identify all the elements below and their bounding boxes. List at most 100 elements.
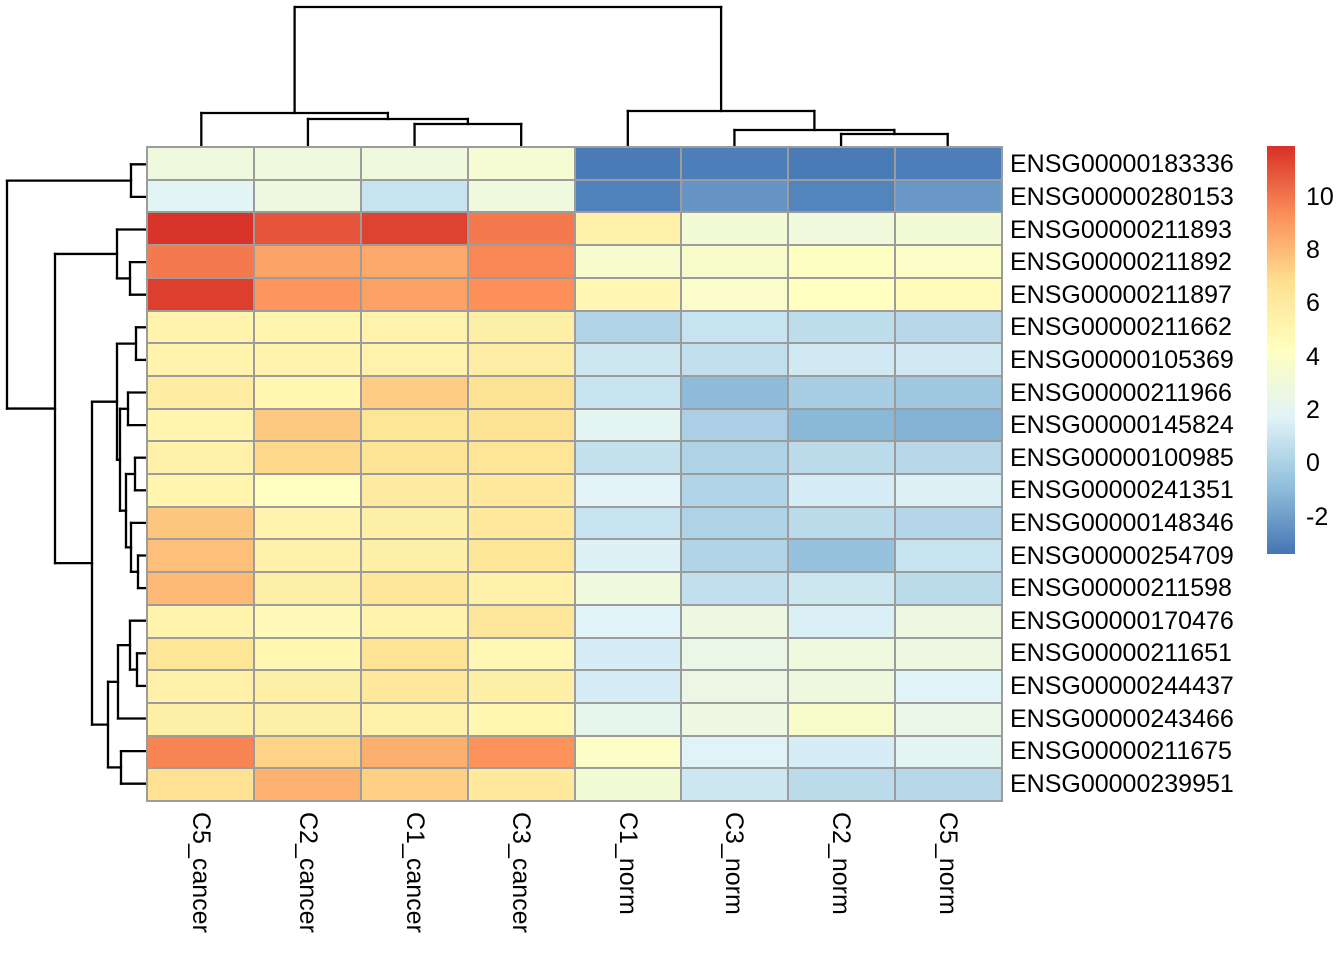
heatmap-cell: [361, 344, 467, 375]
row-label: ENSG00000211966: [1010, 378, 1232, 407]
heatmap-cell: [682, 769, 788, 800]
heatmap-cell: [361, 605, 467, 637]
row-label: ENSG00000211892: [1010, 248, 1232, 277]
heatmap-cell: [148, 246, 253, 277]
heatmap-cell: [682, 703, 788, 735]
heatmap-cell: [575, 507, 681, 539]
row-label: ENSG00000239951: [1010, 769, 1234, 798]
heatmap-cell: [468, 671, 574, 702]
heatmap-cell: [361, 213, 467, 245]
heatmap-cell: [254, 311, 360, 343]
heatmap-cell: [254, 769, 360, 800]
column-dendrogram: [200, 5, 949, 148]
heatmap-cell: [789, 311, 895, 343]
heatmap-cell: [896, 638, 1001, 670]
heatmap-cell: [148, 507, 253, 539]
heatmap-cell: [896, 573, 1001, 604]
heatmap-cell: [361, 638, 467, 670]
legend-tick-label: 10: [1306, 182, 1334, 211]
heatmap-cell: [148, 540, 253, 572]
heatmap-cell: [361, 409, 467, 441]
heatmap-cell: [254, 180, 360, 212]
heatmap-cell: [575, 638, 681, 670]
heatmap-cell: [575, 148, 681, 179]
heatmap-cell: [468, 278, 574, 310]
heatmap-cell: [789, 278, 895, 310]
heatmap-cell: [361, 148, 467, 179]
heatmap-cell: [682, 213, 788, 245]
heatmap-cell: [789, 671, 895, 702]
heatmap-cell: [682, 540, 788, 572]
heatmap-cell: [575, 736, 681, 768]
heatmap-cell: [148, 148, 253, 179]
heatmap-cell: [468, 180, 574, 212]
legend-tick-label: 4: [1306, 342, 1320, 371]
row-label: ENSG00000211897: [1010, 280, 1232, 309]
heatmap-cell: [468, 475, 574, 506]
heatmap-cell: [468, 736, 574, 768]
legend-tick-label: 8: [1306, 236, 1320, 264]
heatmap-cell: [361, 703, 467, 735]
heatmap-cell: [148, 344, 253, 375]
heatmap-cell: [148, 475, 253, 506]
heatmap-cell: [575, 442, 681, 473]
heatmap-cell: [789, 344, 895, 375]
heatmap-cell: [254, 475, 360, 506]
heatmap-cell: [682, 246, 788, 277]
heatmap-cell: [148, 769, 253, 800]
heatmap-cell: [575, 311, 681, 343]
heatmap-cell: [468, 442, 574, 473]
legend-tick-label: 2: [1306, 396, 1320, 424]
heatmap-cell: [789, 246, 895, 277]
heatmap-cell: [254, 148, 360, 179]
heatmap-cell: [468, 769, 574, 800]
heatmap-cell: [896, 180, 1001, 212]
heatmap-cell: [254, 605, 360, 637]
heatmap-cell: [148, 311, 253, 343]
heatmap-cell: [682, 409, 788, 441]
heatmap-cell: [896, 278, 1001, 310]
heatmap-cell: [896, 409, 1001, 441]
legend-gradient-bar: [1267, 146, 1295, 554]
heatmap-cell: [148, 409, 253, 441]
heatmap-cell: [682, 148, 788, 179]
heatmap-cell: [148, 442, 253, 473]
heatmap-cell: [361, 507, 467, 539]
heatmap-cell: [789, 736, 895, 768]
heatmap-cell: [148, 671, 253, 702]
heatmap-cell: [789, 213, 895, 245]
heatmap-cell: [468, 148, 574, 179]
heatmap-cell: [682, 376, 788, 408]
heatmap-cell: [254, 344, 360, 375]
heatmap-cell: [148, 703, 253, 735]
column-label: C2_norm: [827, 812, 856, 915]
heatmap-cell: [789, 442, 895, 473]
heatmap-cell: [789, 475, 895, 506]
heatmap-cell: [575, 475, 681, 506]
heatmap-cell: [789, 605, 895, 637]
heatmap-cell: [575, 246, 681, 277]
heatmap-cell: [896, 605, 1001, 637]
heatmap-cell: [789, 180, 895, 212]
row-label: ENSG00000100985: [1010, 443, 1234, 472]
heatmap-cell: [789, 540, 895, 572]
heatmap-cell: [148, 278, 253, 310]
row-label: ENSG00000244437: [1010, 671, 1234, 700]
legend-tick-label: 0: [1306, 449, 1320, 478]
heatmap-cell: [896, 736, 1001, 768]
heatmap-cell: [682, 344, 788, 375]
heatmap-cell: [896, 344, 1001, 375]
row-dendrogram: [5, 163, 148, 785]
heatmap-cell: [148, 736, 253, 768]
heatmap-cell: [468, 376, 574, 408]
heatmap-cell: [254, 540, 360, 572]
heatmap-cell: [468, 703, 574, 735]
heatmap-cell: [148, 213, 253, 245]
heatmap-cell: [682, 475, 788, 506]
heatmap-cell: [682, 507, 788, 539]
row-label: ENSG00000170476: [1010, 606, 1234, 635]
heatmap-cell: [148, 605, 253, 637]
legend-tick-label: 6: [1306, 289, 1320, 318]
heatmap-cell: [361, 736, 467, 768]
heatmap-cell: [361, 475, 467, 506]
